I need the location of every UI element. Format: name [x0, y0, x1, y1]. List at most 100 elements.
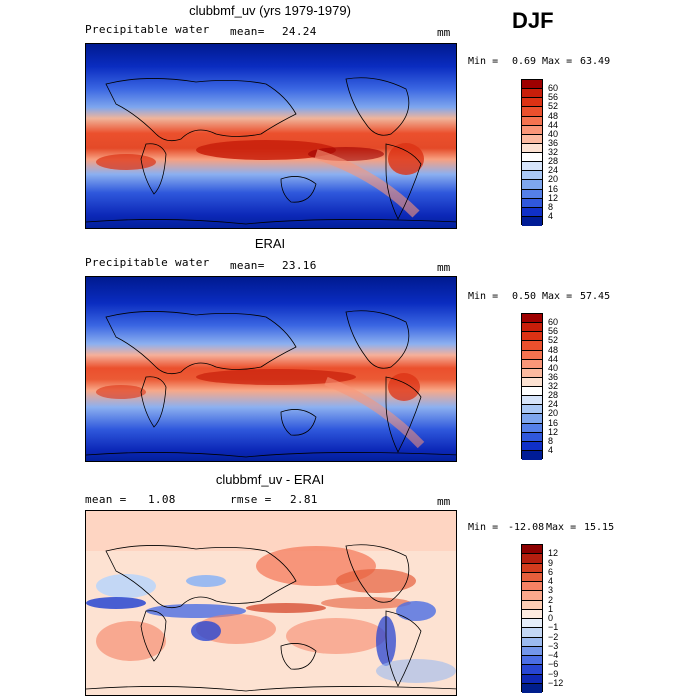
colorbar-swatch: [522, 563, 542, 573]
colorbar-tick-label: 40: [548, 128, 559, 139]
colorbar-swatch: [522, 414, 542, 424]
colorbar-swatch: [522, 368, 542, 378]
colorbar-swatch: [522, 628, 542, 638]
colorbar-tick-label: 3: [548, 585, 554, 596]
colorbar-tick-label: −3: [548, 640, 559, 651]
panel-3-min-value: -12.08: [508, 522, 545, 533]
colorbar-tick-label: −4: [548, 650, 559, 660]
panel-2-max-value: 57.45: [580, 291, 611, 302]
colorbar-tick-label: −9: [548, 668, 559, 679]
colorbar-swatch: [522, 405, 542, 415]
colorbar-swatch: [522, 423, 542, 433]
colorbar-tick-label: −2: [548, 631, 559, 642]
colorbar-swatch: [522, 591, 542, 601]
colorbar-swatch: [522, 545, 542, 555]
panel-1-coastlines: [86, 77, 456, 225]
colorbar-swatch: [522, 674, 542, 684]
colorbar-tick-label: −1: [548, 622, 559, 633]
colorbar-swatch: [522, 350, 542, 360]
colorbar-swatch: [522, 189, 542, 199]
panel-1-mean-value: 24.24: [282, 25, 317, 38]
colorbar-swatch: [522, 80, 542, 90]
panel-1-min-label: Min =: [468, 56, 499, 67]
panel-3-colorbar: [521, 544, 543, 693]
panel-2-colorbar: [521, 313, 543, 460]
colorbar-tick-label: 16: [548, 183, 559, 194]
colorbar-tick-label: 48: [548, 344, 559, 355]
colorbar-tick-label: 20: [548, 174, 559, 185]
panel-3-min-label: Min =: [468, 522, 499, 533]
colorbar-swatch: [522, 180, 542, 190]
colorbar-swatch: [522, 314, 542, 324]
panel-1-max-label: Max =: [542, 56, 573, 67]
panel-1-mean-label: mean=: [230, 25, 265, 38]
panel-3-rmse-label: rmse =: [230, 493, 272, 506]
colorbar-swatch: [522, 107, 542, 117]
colorbar-swatch: [522, 450, 542, 460]
colorbar-swatch: [522, 359, 542, 369]
colorbar-swatch: [522, 332, 542, 342]
colorbar-tick-label: 2: [548, 594, 554, 605]
colorbar-tick-label: 20: [548, 408, 559, 419]
colorbar-tick-label: 1: [548, 603, 554, 614]
colorbar-swatch: [522, 323, 542, 333]
colorbar-swatch: [522, 637, 542, 647]
colorbar-tick-label: 40: [548, 362, 559, 373]
panel-2-map: [85, 276, 457, 462]
panel-3-coastlines: [86, 544, 456, 692]
panel-2-variable-label: Precipitable water: [85, 256, 210, 269]
colorbar-tick-label: 0: [548, 613, 554, 623]
colorbar-tick-label: 8: [548, 201, 554, 212]
colorbar-swatch: [522, 396, 542, 406]
panel-3-map: [85, 510, 457, 696]
colorbar-tick-label: 4: [548, 210, 554, 221]
colorbar-tick-label: 48: [548, 110, 559, 121]
colorbar-tick-label: 12: [548, 426, 559, 437]
colorbar-swatch: [522, 609, 542, 619]
panel-3-title: clubbmf_uv - ERAI: [215, 472, 325, 487]
panel-3-rmse-value: 2.81: [290, 493, 318, 506]
panel-2-max-label: Max =: [542, 291, 573, 302]
panel-3-mean-value: 1.08: [148, 493, 176, 506]
panel-3-mean-label: mean =: [85, 493, 127, 506]
colorbar-swatch: [522, 572, 542, 582]
colorbar-swatch: [522, 341, 542, 351]
panel-2-mean-label: mean=: [230, 259, 265, 272]
colorbar-tick-label: −6: [548, 659, 559, 670]
colorbar-tick-label: 52: [548, 101, 559, 112]
colorbar-swatch: [522, 646, 542, 656]
colorbar-tick-label: 9: [548, 557, 554, 568]
colorbar-swatch: [522, 98, 542, 108]
colorbar-swatch: [522, 134, 542, 144]
colorbar-tick-label: 4: [548, 576, 554, 586]
colorbar-swatch: [522, 216, 542, 226]
colorbar-tick-label: 44: [548, 119, 559, 130]
colorbar-tick-label: 32: [548, 147, 559, 157]
panel-2-min-label: Min =: [468, 291, 499, 302]
colorbar-tick-label: 28: [548, 156, 559, 167]
colorbar-swatch: [522, 665, 542, 675]
panel-2-map-field: [86, 277, 456, 461]
panel-2-title: ERAI: [254, 236, 286, 251]
colorbar-swatch: [522, 171, 542, 181]
colorbar-tick-label: 12: [548, 192, 559, 203]
panel-1-colorbar: [521, 79, 543, 226]
colorbar-swatch: [522, 432, 542, 442]
colorbar-swatch: [522, 387, 542, 397]
panel-2-units: mm: [437, 261, 451, 274]
panel-1-variable-label: Precipitable water: [85, 23, 210, 36]
colorbar-tick-label: 28: [548, 390, 559, 401]
panel-3-max-value: 15.15: [584, 522, 615, 533]
colorbar-tick-label: 6: [548, 566, 554, 577]
colorbar-tick-label: 36: [548, 137, 559, 148]
colorbar-tick-label: 60: [548, 317, 559, 328]
colorbar-tick-label: 24: [548, 399, 559, 410]
colorbar-swatch: [522, 441, 542, 451]
colorbar-swatch: [522, 162, 542, 172]
colorbar-tick-label: 60: [548, 83, 559, 94]
colorbar-swatch: [522, 89, 542, 99]
colorbar-tick-label: −12: [548, 677, 564, 688]
colorbar-tick-label: 44: [548, 353, 559, 364]
colorbar-swatch: [522, 207, 542, 217]
colorbar-swatch: [522, 377, 542, 387]
